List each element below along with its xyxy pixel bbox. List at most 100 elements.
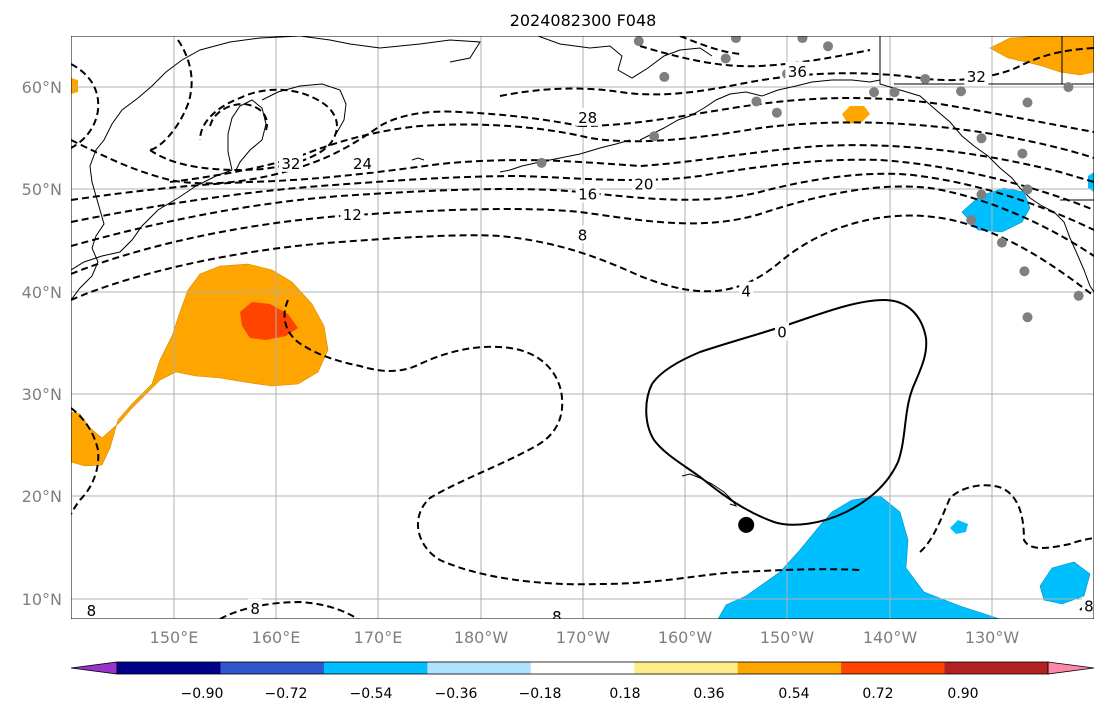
station-marker [797,36,808,44]
map-title: 2024082300 F048 [510,11,657,30]
contour-label-background [964,66,989,85]
station-marker [720,53,731,64]
contour-label: 4 [741,283,751,301]
station-marker [976,189,987,200]
colorbar-label: 0.18 [609,686,640,702]
positive-anomaly-region-west-pacific [71,263,329,467]
contour-label: 12 [343,206,362,224]
colorbar-swatch [220,662,325,674]
colorbar-label: 0.72 [862,686,893,702]
negative-anomaly-region-northeast [950,172,1094,605]
colorbar-label: −0.72 [265,686,308,702]
colorbar-swatch [117,662,221,674]
station-marker [649,131,660,142]
contour-label: 36 [788,63,807,81]
station-marker [771,107,782,118]
contour-label: 16 [578,186,597,204]
station-marker [823,41,834,52]
contour-label-background [340,204,365,223]
station-marker [920,73,931,84]
contour-label: 0 [777,324,787,342]
contour-label: 28 [578,109,597,127]
contour-lines [71,36,1094,619]
station-marker [996,237,1007,248]
contour-label-background [785,61,810,80]
colorbar-label: 0.36 [693,686,724,702]
colorbar-max-extend [1047,661,1095,675]
colorbar-label: 0.90 [947,686,978,702]
contour-label: 8 [578,226,588,244]
lat-tick-label: 20°N [22,487,62,506]
lon-tick-label: 160°W [658,628,713,647]
station-marker [1022,97,1033,108]
lon-tick-label: 130°W [965,628,1020,647]
colorbar-swatch [841,662,946,674]
station-marker [1019,266,1030,277]
lon-tick-label: 180°W [454,628,509,647]
coastlines [71,36,1094,507]
station-markers [536,36,1084,323]
contour-label-background [248,598,263,617]
colorbar [70,661,1095,675]
contour-label-background [739,281,754,300]
station-marker [659,71,670,82]
colorbar-swatch [634,662,739,674]
lat-tick-labels: 10°N 20°N 30°N 40°N 50°N 60°N [22,78,62,609]
contour-label-background [774,322,789,341]
colorbar-swatch [427,662,532,674]
contour-label: 24 [353,155,372,173]
lat-tick-label: 40°N [22,283,62,302]
station-marker [1022,312,1033,323]
contour-label: 20 [634,175,653,193]
contour-label: 32 [967,68,986,86]
contour-label-background [549,606,564,619]
contour-label: 8 [552,608,562,626]
colorbar-swatch [944,662,1049,674]
map-panel: 36 32 32 28 24 20 16 12 8 4 0 8 8 8 8 [71,36,1094,626]
colorbar-swatch [530,662,635,674]
station-marker [1017,148,1028,159]
station-marker [1063,82,1074,93]
contour-label-background [575,225,590,244]
station-marker [889,87,900,98]
station-marker [976,133,987,144]
contour-labels: 36 32 32 28 24 20 16 12 8 4 0 8 8 8 8 [84,61,1094,626]
positive-anomaly-region-northeast [71,36,1094,124]
colorbar-min-extend [70,661,118,675]
colorbar-label: −0.54 [350,686,393,702]
contour-label: 32 [281,155,300,173]
lon-tick-label: 150°W [760,628,815,647]
contour-label-background [350,153,375,172]
lon-tick-label: 170°E [354,628,403,647]
lat-tick-label: 50°N [22,180,62,199]
contour-label: 8 [1084,598,1094,616]
station-marker [730,36,741,44]
contour-label: 8 [250,600,260,618]
contour-label-background [84,600,99,619]
station-marker [633,36,644,47]
colorbar-label: −0.18 [519,686,562,702]
lon-tick-label: 150°E [150,628,199,647]
contour-label-background [278,153,303,172]
station-marker [751,96,762,107]
colorbar-labels: −0.90 −0.72 −0.54 −0.36 −0.18 0.18 0.36 … [181,686,979,702]
colorbar-label: 0.54 [778,686,809,702]
station-marker [536,157,547,168]
lat-tick-label: 10°N [22,590,62,609]
station-marker [1022,184,1033,195]
contour-label-background [1081,596,1094,615]
station-marker [869,87,880,98]
station-marker [966,215,977,226]
contour-label-background [575,184,600,203]
colorbar-frame [116,661,1049,675]
lon-tick-labels: 150°E 160°E 170°E 180°W 170°W 160°W 150°… [150,628,1020,647]
contour-label: 8 [87,602,97,620]
lon-tick-label: 160°E [252,628,301,647]
station-marker [956,86,967,97]
station-marker [1073,290,1084,301]
highlighted-station-marker [738,516,755,533]
lat-tick-label: 60°N [22,78,62,97]
colorbar-label: −0.90 [181,686,224,702]
lon-tick-label: 170°W [556,628,611,647]
